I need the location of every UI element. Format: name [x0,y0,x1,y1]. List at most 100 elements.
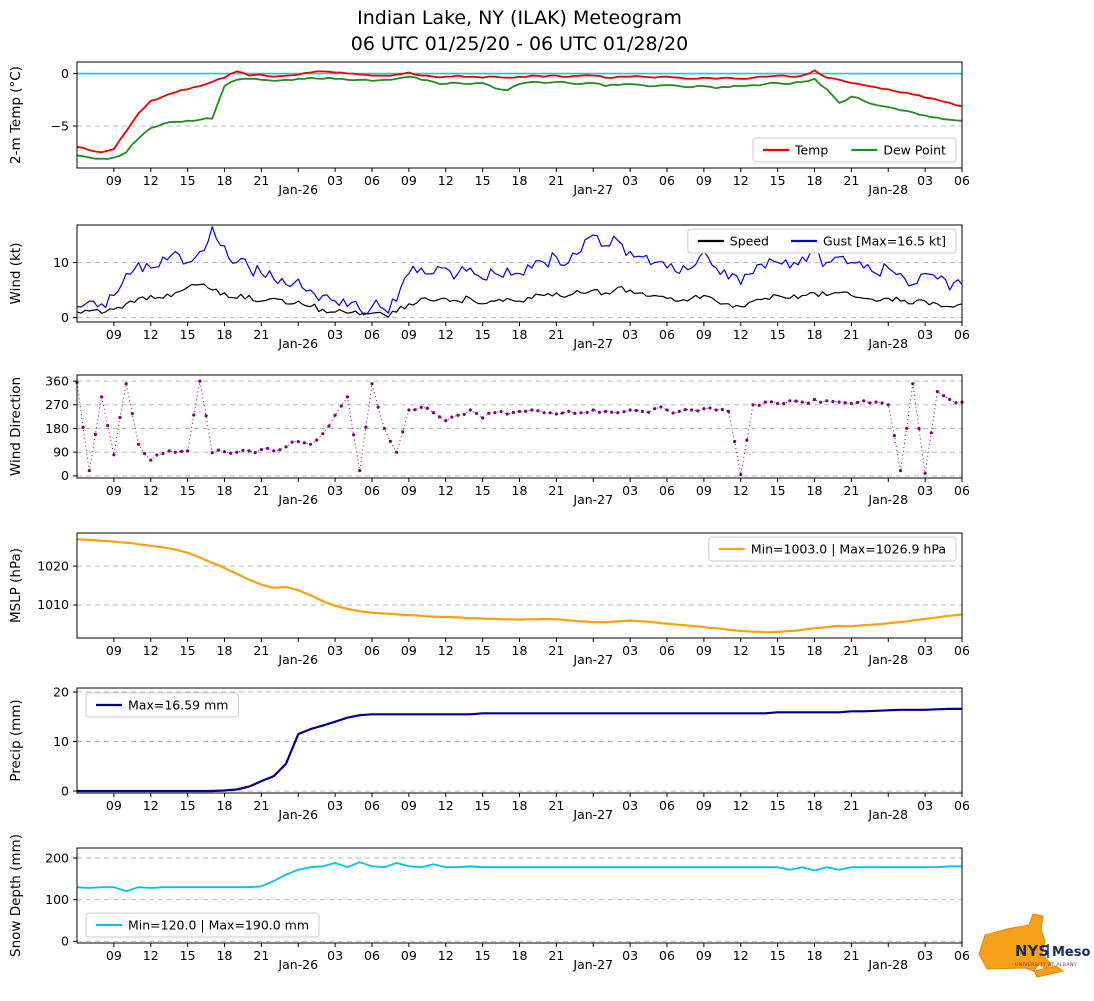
wind-direction-series-dot [757,403,761,407]
x-tick-label: 21 [253,483,269,498]
x-tick-label: 21 [253,327,269,342]
wind-direction-series-dot [278,448,282,452]
legend-box [687,228,957,254]
x-tick-label: 09 [401,798,417,813]
x-tick-label: 03 [327,327,343,342]
y-tick-label: 1010 [37,597,69,612]
x-tick-label: 06 [364,798,380,813]
wind-direction-series-dot [554,412,559,416]
chart-title-line2: 06 UTC 01/25/20 - 06 UTC 01/28/20 [350,32,689,55]
wind-direction-series-dot [474,411,479,415]
legend-label: Dew Point [883,143,946,158]
wind-direction-series-dot [548,411,552,415]
x-tick-label: 18 [217,327,233,342]
x-tick-label: 21 [843,483,859,498]
x-tick-label: 18 [217,798,233,813]
x-tick-label: 15 [770,483,786,498]
wind-direction-series-dot [216,448,220,452]
wind-direction-series-dot [948,397,952,402]
x-tick-label: 15 [475,948,491,963]
x-tick-label: 06 [364,483,380,498]
x-tick-label: Jan-28 [867,652,908,667]
wind-direction-series-dot [628,408,632,412]
wind-direction-series-dot [259,447,263,452]
y-tick-label: 1020 [37,558,69,573]
wind-direction-series-dot [235,450,239,454]
x-tick-label: Jan-28 [867,957,908,972]
legend-label: Max=16.59 mm [128,698,228,713]
wind-direction-series-dot [837,400,841,404]
y-tick-label: 100 [45,892,69,907]
y-tick-label: 0 [61,934,69,949]
x-tick-label: 06 [364,327,380,342]
panel-snow: 0 100 200 09 12 15 18 21 Jan-26 03 06 09 12 15 18 21 Jan… [8,834,970,972]
x-tick-label: 03 [917,948,933,963]
x-tick-label: 09 [401,948,417,963]
wind-direction-series-dot [603,409,608,413]
wind-direction-series-dot [296,440,300,444]
x-tick-label: 12 [143,948,159,963]
wind-direction-series-dot [173,450,177,454]
x-tick-label: Jan-26 [277,492,318,507]
x-tick-label: 21 [843,173,859,188]
wind-direction-series-dot [935,390,940,394]
long-island-shape [1033,965,1065,978]
x-tick-label: 12 [733,643,749,658]
y-axis-label-temp: 2-m Temp (°C) [8,66,24,164]
wind-direction-series-dot [849,401,854,406]
wind-direction-series-dot [444,419,448,423]
x-tick-label: 18 [512,327,528,342]
wind-direction-series-dot [87,469,91,473]
x-tick-label: 09 [696,327,712,342]
x-tick-label: 06 [954,327,970,342]
wind-direction-series-dot [106,424,110,428]
wind-direction-series-dot [241,448,245,453]
wind-direction-series-dot [769,400,774,404]
mslp-series-line [76,538,963,634]
x-tick-label: 21 [548,798,564,813]
y-tick-label: 180 [45,421,69,436]
x-tick-label: 15 [475,483,491,498]
x-tick-label: 15 [770,798,786,813]
wind-direction-series-dot [345,395,349,399]
wind-direction-series-dot [745,438,749,442]
x-tick-label: 18 [807,327,823,342]
x-tick-label: 03 [327,948,343,963]
x-tick-label: 15 [180,483,196,498]
x-tick-label: 12 [143,483,159,498]
wind-direction-series-dot [776,401,780,406]
panel-temp: 0 −5 09 12 15 18 21 Jan-26 03 06 09 12 15 18 21 Jan-27 0… [8,61,970,197]
x-tick-label: 15 [180,643,196,658]
wind-direction-series-dot [806,401,811,405]
y-tick-label: 0 [61,66,69,81]
x-tick-label: 03 [622,643,638,658]
x-tick-label: 03 [917,643,933,658]
x-tick-label: 21 [253,948,269,963]
wind-direction-series-dot [462,412,466,416]
y-axis-label-wind: Wind (kt) [8,243,24,305]
x-tick-label: 18 [217,483,233,498]
wind-direction-series-dot [186,449,190,453]
wind-direction-series-dot [149,458,153,462]
wind-direction-series-line [76,381,963,475]
panel-border [76,224,963,323]
x-tick-label: 18 [512,643,528,658]
wind-direction-series-dot [886,403,890,407]
wind-direction-series-dot [407,408,411,412]
panel-border [76,532,963,639]
wind-direction-series-dot [222,450,227,454]
x-tick-label: 12 [143,327,159,342]
wind-direction-series-dot [493,411,497,415]
x-tick-label: Jan-26 [277,807,318,822]
x-tick-label: Jan-28 [867,807,908,822]
x-tick-label: 18 [807,643,823,658]
x-tick-label: Jan-28 [867,492,908,507]
wind-direction-series-dot [862,399,866,403]
x-tick-label: 18 [512,948,528,963]
x-tick-label: 09 [106,173,122,188]
x-tick-label: 09 [401,173,417,188]
wind-direction-series-dot [253,451,257,455]
